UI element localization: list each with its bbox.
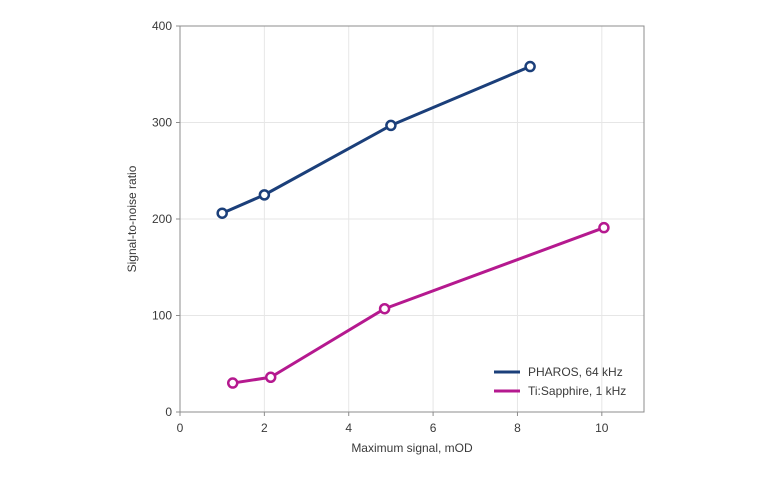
series-group (216, 60, 610, 389)
y-tick-label: 100 (152, 309, 172, 323)
data-point (258, 189, 271, 201)
x-axis: 0 2 4 6 8 10 (177, 412, 609, 435)
data-point (226, 377, 239, 389)
legend-label: PHAROS, 64 kHz (528, 365, 623, 379)
x-tick-label: 8 (514, 421, 521, 435)
series-line (221, 65, 531, 215)
data-point (378, 302, 391, 315)
y-axis: 0 100 200 300 400 (152, 19, 180, 419)
grid (179, 25, 644, 413)
x-tick-label: 0 (177, 421, 184, 435)
x-axis-label: Maximum signal, mOD (351, 441, 473, 455)
data-point (385, 119, 397, 132)
series-2 (226, 221, 610, 389)
y-tick-label: 200 (152, 212, 172, 226)
series-line (232, 226, 605, 385)
y-axis-label: Signal-to-noise ratio (125, 165, 139, 272)
x-tick-label: 4 (345, 421, 352, 435)
legend-label: Ti:Sapphire, 1 kHz (528, 384, 626, 398)
legend: PHAROS, 64 kHz Ti:Sapphire, 1 kHz (494, 365, 626, 398)
data-point (524, 60, 536, 73)
x-tick-label: 10 (595, 421, 609, 435)
data-point (216, 207, 228, 219)
data-point (264, 371, 277, 384)
x-tick-label: 6 (430, 421, 437, 435)
y-tick-label: 0 (165, 405, 172, 419)
data-point (598, 221, 610, 234)
y-tick-label: 400 (152, 19, 172, 33)
series-1 (216, 60, 536, 219)
x-tick-label: 2 (261, 421, 268, 435)
y-tick-label: 300 (152, 116, 172, 130)
